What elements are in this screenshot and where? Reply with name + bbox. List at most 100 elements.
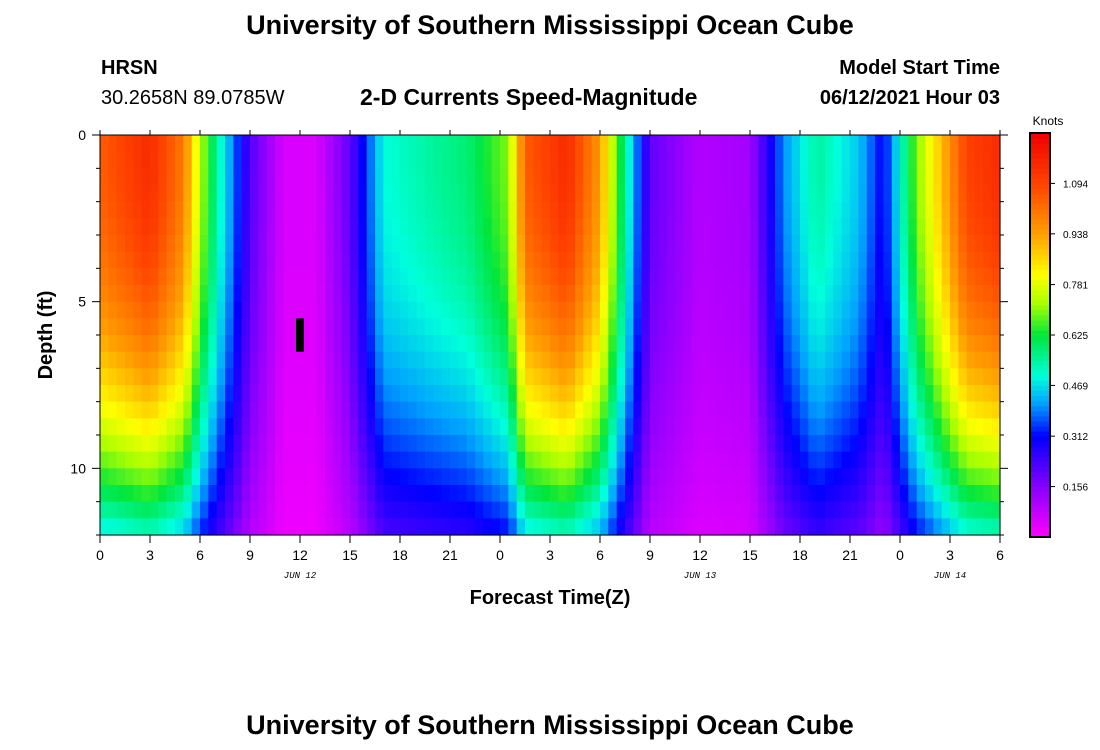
heatmap-cell [466,335,476,353]
heatmap-cell [450,485,459,503]
heatmap-cell [175,335,184,353]
heatmap-cell [575,501,584,519]
heatmap-cell [866,501,876,519]
heatmap-cell [700,301,709,319]
heatmap-cell [191,201,201,219]
heatmap-cell [875,268,884,286]
heatmap-cell [741,385,751,403]
heatmap-cell [325,451,334,469]
heatmap-cell [633,185,643,203]
heatmap-cell [208,151,218,169]
heatmap-cell [516,301,526,319]
heatmap-cell [775,351,784,369]
heatmap-cell [158,168,168,186]
heatmap-cell [983,335,993,353]
heatmap-cell [600,418,609,436]
heatmap-cell [750,218,759,236]
heatmap-cell [850,435,859,453]
heatmap-cell [766,435,776,453]
heatmap-cell [150,135,159,153]
heatmap-cell [450,385,459,403]
heatmap-cell [758,168,768,186]
heatmap-cell [633,301,643,319]
heatmap-cell [550,385,559,403]
heatmap-cell [358,201,368,219]
heatmap-cell [308,368,318,386]
heatmap-cell [491,201,501,219]
heatmap-cell [758,501,768,519]
y-axis-title: Depth (ft) [35,291,57,380]
heatmap-cell [191,451,201,469]
heatmap-cell [366,385,376,403]
heatmap-cell [866,335,876,353]
heatmap-cell [816,168,826,186]
heatmap-cell [766,318,776,336]
heatmap-cell [416,501,426,519]
heatmap-cell [333,485,343,503]
heatmap-cell [241,285,251,303]
heatmap-cell [475,285,484,303]
heatmap-cell [983,251,993,269]
heatmap-cell [725,418,734,436]
heatmap-cell [741,268,751,286]
heatmap-cell [291,368,301,386]
heatmap-cell [800,268,809,286]
heatmap-cell [941,151,951,169]
heatmap-cell [608,235,618,253]
heatmap-cell [550,268,559,286]
colorbar-swatch [1030,259,1050,265]
heatmap-cell [258,318,268,336]
heatmap-cell [966,351,976,369]
heatmap-cell [991,485,1001,503]
heatmap-cell [500,435,509,453]
heatmap-cell [141,385,151,403]
heatmap-cell [141,201,151,219]
heatmap-cell [575,335,584,353]
heatmap-cell [575,468,584,486]
heatmap-cell [700,485,709,503]
heatmap-cell [341,218,351,236]
heatmap-cell [291,285,301,303]
heatmap-cell [375,151,384,169]
heatmap-cell [208,301,218,319]
heatmap-cell [508,135,518,153]
heatmap-cell [666,251,676,269]
heatmap-cell [116,451,126,469]
heatmap-cell [925,235,934,253]
heatmap-cell [391,385,401,403]
heatmap-cell [925,285,934,303]
heatmap-cell [166,185,176,203]
heatmap-cell [808,368,818,386]
heatmap-cell [950,335,959,353]
heatmap-cell [866,368,876,386]
heatmap-cell [583,485,593,503]
heatmap-cell [883,368,893,386]
heatmap-cell [416,201,426,219]
heatmap-cell [675,151,684,169]
heatmap-cell [316,301,326,319]
heatmap-cell [591,151,601,169]
heatmap-cell [475,518,484,536]
heatmap-cell [391,501,401,519]
heatmap-cell [116,368,126,386]
heatmap-cell [916,318,926,336]
heatmap-cell [141,401,151,419]
heatmap-cell [508,218,518,236]
heatmap-cell [475,268,484,286]
heatmap-cell [666,168,676,186]
heatmap-cell [958,251,968,269]
heatmap-cell [100,518,109,536]
heatmap-cell [225,235,234,253]
heatmap-cell [566,235,576,253]
heatmap-cell [266,351,276,369]
heatmap-cell [408,235,418,253]
heatmap-cell [283,151,293,169]
heatmap-cell [975,185,984,203]
heatmap-cell [558,235,568,253]
heatmap-cell [116,501,126,519]
heatmap-cell [583,368,593,386]
heatmap-cell [933,351,943,369]
heatmap-cell [108,318,118,336]
heatmap-cell [600,485,609,503]
heatmap-cell [258,401,268,419]
